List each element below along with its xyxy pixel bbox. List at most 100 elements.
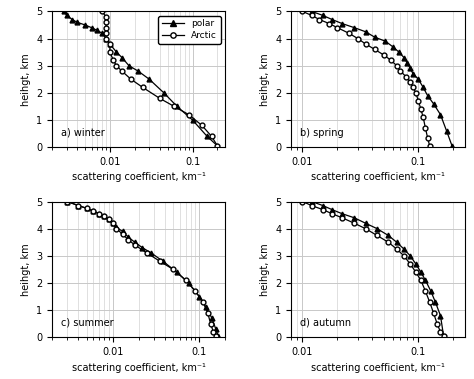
- Y-axis label: heihgt, km: heihgt, km: [260, 243, 270, 296]
- polar: [401, 247, 407, 251]
- Arctic: [434, 321, 440, 326]
- Arctic: [416, 99, 421, 103]
- Text: b) spring: b) spring: [300, 128, 344, 138]
- Arctic: [101, 214, 107, 219]
- polar: [89, 25, 94, 30]
- polar: [407, 66, 413, 70]
- Arctic: [423, 126, 428, 130]
- polar: [84, 206, 90, 211]
- polar: [91, 209, 96, 213]
- Arctic: [309, 13, 315, 18]
- polar: [148, 251, 154, 255]
- Arctic: [157, 259, 163, 263]
- Arctic: [339, 216, 345, 220]
- polar: [438, 112, 443, 117]
- polar: [125, 235, 131, 239]
- polar: [416, 77, 421, 81]
- Arctic: [351, 221, 357, 226]
- Arctic: [385, 240, 391, 244]
- Arctic: [171, 267, 176, 272]
- polar: [82, 23, 88, 27]
- Arctic: [418, 278, 424, 283]
- Arctic: [394, 247, 400, 251]
- Arctic: [309, 203, 315, 208]
- Arctic: [431, 311, 437, 315]
- Y-axis label: heihgt, km: heihgt, km: [20, 243, 31, 296]
- polar: [75, 203, 81, 208]
- polar: [215, 334, 221, 338]
- Text: c) summer: c) summer: [61, 318, 113, 328]
- polar: [213, 327, 219, 332]
- Arctic: [401, 254, 407, 258]
- Line: polar: polar: [309, 199, 446, 338]
- Arctic: [172, 104, 177, 109]
- Arctic: [205, 311, 210, 315]
- polar: [107, 42, 113, 46]
- Arctic: [381, 53, 386, 57]
- Arctic: [200, 300, 206, 304]
- Arctic: [346, 31, 351, 35]
- Arctic: [210, 330, 216, 334]
- polar: [428, 289, 434, 293]
- Arctic: [300, 199, 305, 204]
- polar: [113, 225, 119, 230]
- polar: [94, 28, 100, 33]
- Text: a) winter: a) winter: [61, 128, 105, 138]
- Text: d) autumn: d) autumn: [300, 318, 351, 328]
- polar: [329, 207, 335, 212]
- Arctic: [209, 134, 214, 139]
- polar: [136, 69, 141, 74]
- Arctic: [91, 209, 96, 213]
- polar: [114, 50, 119, 55]
- polar: [438, 313, 443, 318]
- polar: [186, 281, 191, 285]
- polar: [209, 316, 215, 321]
- polar: [363, 221, 368, 226]
- Arctic: [107, 42, 113, 46]
- Arctic: [144, 251, 150, 255]
- polar: [106, 217, 111, 221]
- polar: [413, 262, 419, 266]
- polar: [215, 144, 220, 148]
- polar: [432, 300, 438, 304]
- Arctic: [398, 69, 403, 74]
- Arctic: [403, 74, 409, 79]
- polar: [132, 240, 137, 244]
- polar: [401, 55, 407, 60]
- Arctic: [114, 63, 119, 68]
- X-axis label: scattering coefficient, km⁻¹: scattering coefficient, km⁻¹: [72, 363, 206, 373]
- polar: [339, 21, 345, 26]
- polar: [351, 25, 357, 30]
- Arctic: [140, 85, 146, 90]
- Arctic: [125, 237, 131, 242]
- Arctic: [423, 289, 428, 293]
- Line: Arctic: Arctic: [300, 199, 446, 338]
- Arctic: [103, 25, 109, 30]
- polar: [320, 203, 326, 208]
- Arctic: [363, 226, 368, 231]
- Line: Arctic: Arctic: [100, 9, 220, 148]
- Arctic: [300, 9, 305, 14]
- polar: [309, 199, 315, 204]
- Arctic: [84, 206, 90, 211]
- Line: polar: polar: [62, 9, 220, 148]
- polar: [160, 259, 166, 263]
- polar: [190, 118, 195, 122]
- Y-axis label: heihgt, km: heihgt, km: [20, 53, 31, 106]
- polar: [320, 13, 326, 18]
- polar: [96, 211, 102, 216]
- polar: [418, 270, 424, 274]
- polar: [64, 13, 70, 18]
- polar: [410, 72, 416, 76]
- Arctic: [75, 203, 81, 208]
- polar: [404, 61, 410, 65]
- Arctic: [186, 112, 191, 117]
- Arctic: [113, 226, 119, 231]
- Arctic: [418, 107, 424, 111]
- Arctic: [119, 69, 125, 74]
- Arctic: [99, 9, 105, 14]
- X-axis label: scattering coefficient, km⁻¹: scattering coefficient, km⁻¹: [311, 363, 445, 373]
- Arctic: [441, 334, 447, 338]
- polar: [119, 55, 125, 60]
- polar: [74, 20, 80, 25]
